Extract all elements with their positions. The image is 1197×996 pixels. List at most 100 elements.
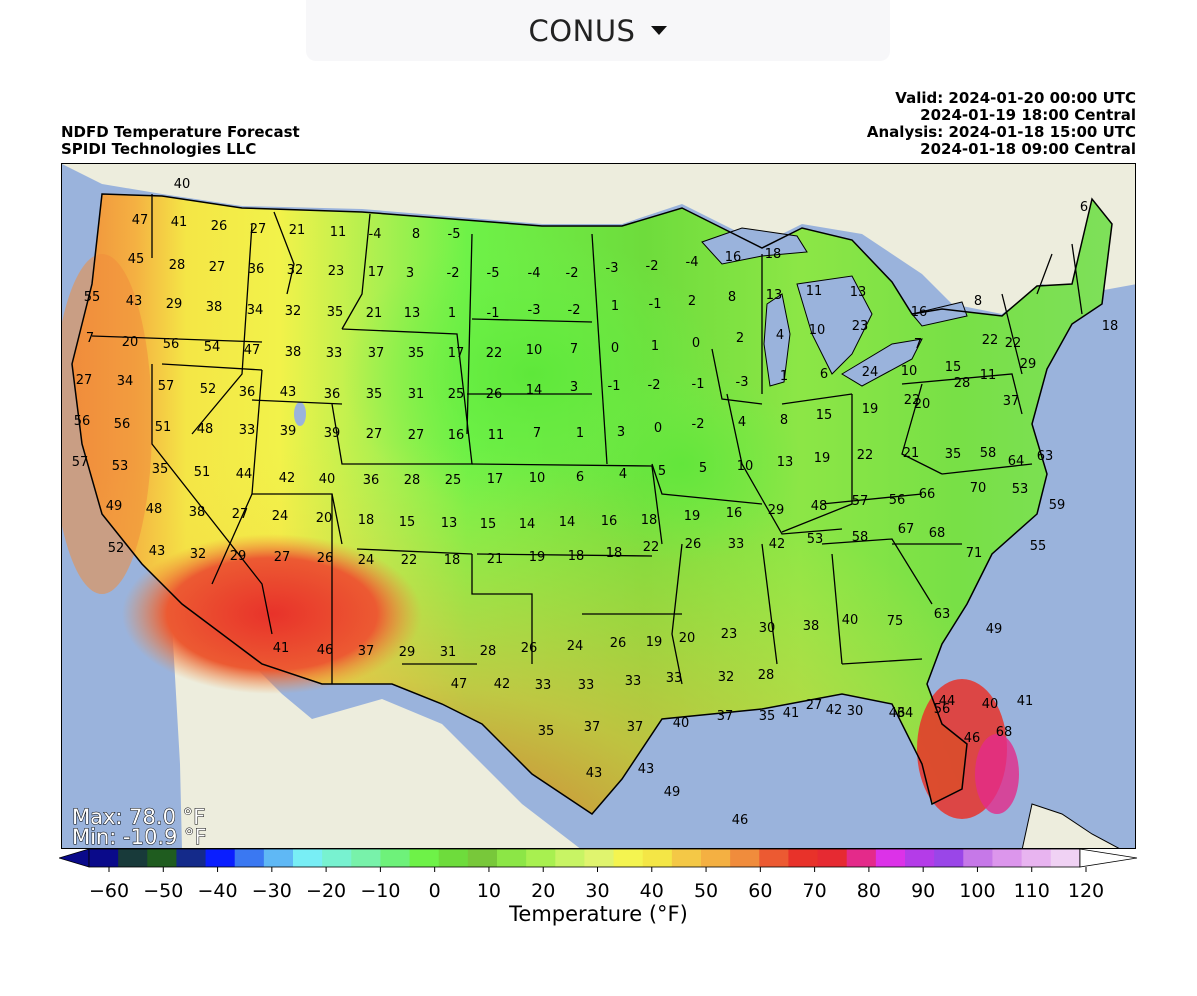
colorbar-tick-label: 90 [911,880,935,901]
max-temp-stat: Max: 78.0 °F [72,805,205,829]
colorbar-tick-label: −10 [360,880,400,901]
temperature-label: 37 [627,720,644,735]
colorbar-swatch [963,849,993,867]
temperature-label: 54 [204,340,221,355]
temperature-label: 16 [911,305,928,320]
temperature-label: 29 [230,549,247,564]
temperature-label: 41 [1017,694,1034,709]
colorbar-swatch [263,849,294,867]
temperature-label: 7 [86,331,94,346]
temperature-label: -2 [447,266,460,281]
forecast-title: NDFD Temperature Forecast SPIDI Technolo… [61,124,300,158]
temperature-label: 27 [232,507,249,522]
temperature-label: 16 [448,428,465,443]
temperature-label: 49 [986,622,1003,637]
temperature-label: 51 [194,465,211,480]
temperature-label: 28 [954,376,971,391]
temperature-label: 29 [399,645,416,660]
temperature-label: 46 [732,813,749,828]
temperature-label: 40 [319,472,336,487]
colorbar-swatch [613,849,644,867]
temperature-label: 2 [688,294,696,309]
temperature-label: 53 [1012,482,1029,497]
temperature-label: 13 [404,306,421,321]
temperature-label: 42 [279,471,296,486]
temperature-label: -4 [528,266,541,281]
temperature-label: 35 [366,387,383,402]
colorbar-swatch [205,849,236,867]
temperature-label: 3 [406,266,414,281]
colorbar-swatch [1021,849,1052,867]
colorbar-swatch [555,849,585,867]
temperature-label: 6 [576,470,584,485]
temperature-label: -5 [448,227,461,242]
temperature-label: 10 [809,323,826,338]
temperature-label: 18 [765,247,782,262]
great-salt-lake [294,402,306,426]
temperature-label: 4 [776,328,784,343]
temperature-label: 3 [617,425,625,440]
colorbar-tick-label: 80 [857,880,881,901]
temperature-label: -5 [487,266,500,281]
temperature-label: 40 [842,613,859,628]
temperature-label: 0 [692,336,700,351]
temperature-label: 47 [132,213,149,228]
temperature-label: 14 [519,517,536,532]
temperature-label: 57 [158,379,175,394]
temperature-label: 53 [112,459,129,474]
caret-down-icon [651,26,668,35]
colorbar-tick-label: 110 [1014,880,1050,901]
colorbar-swatch [584,849,615,867]
temperature-label: 16 [725,250,742,265]
colorbar-title: Temperature (°F) [509,902,688,926]
colorbar-canvas: −60 −50 −40 −30 −20 −10 0 10 20 30 40 50 60 70 80 90 100… [57,848,1138,902]
colorbar-swatch [409,849,440,867]
lake-erie [841,338,923,387]
colorbar-swatch [671,849,702,867]
temperature-label: 44 [939,694,956,709]
temperature-label: 5 [699,461,707,476]
state-borders [91,194,1083,685]
temperature-label: 22 [904,393,921,408]
temperature-label: 32 [285,304,302,319]
temperature-label: 27 [209,260,226,275]
temperature-label: 10 [526,343,543,358]
temperature-label: 11 [488,428,505,443]
colorbar-tick-label: 100 [959,880,995,901]
temperature-label: 19 [814,451,831,466]
temperature-label: 28 [404,473,421,488]
temperature-label: 8 [780,413,788,428]
temperature-label: 28 [169,258,186,273]
temperature-label: 41 [273,641,290,656]
temperature-label: 18 [641,513,658,528]
temperature-label: 27 [806,698,823,713]
temperature-map: 40 47 41 26 27 21 11 -4 8 -5 45 28 27 36 32 23 17 3 -2 -5 -4… [61,163,1136,849]
colorbar-swatch [1050,849,1081,867]
valid-utc: Valid: 2024-01-20 00:00 UTC [895,89,1136,107]
temperature-label: 39 [324,426,341,441]
temperature-label: 1 [611,299,619,314]
temperature-label: 15 [945,360,962,375]
temperature-label: 47 [451,677,468,692]
temperature-label: 22 [401,553,418,568]
temperature-label: 36 [239,385,256,400]
temperature-label: 22 [982,333,999,348]
temperature-label: 51 [155,420,172,435]
temperature-label: 23 [721,627,738,642]
pacific-coast-warm [62,254,152,594]
colorbar-tick-label: −50 [143,880,183,901]
temperature-label: 70 [970,481,987,496]
region-dropdown[interactable]: CONUS [306,0,890,61]
temperature-label: 38 [803,619,820,634]
temperature-label: 26 [685,537,702,552]
temperature-label: 35 [152,462,169,477]
temperature-label: -1 [487,306,500,321]
temperature-label: 23 [328,264,345,279]
temperature-label: 44 [236,467,253,482]
colorbar-tick-label: 50 [694,880,718,901]
temperature-colorbar: −60 −50 −40 −30 −20 −10 0 10 20 30 40 50 60 70 80 90 100… [57,848,1139,905]
temperature-label: 1 [448,306,456,321]
forecast-provider: SPIDI Technologies LLC [61,140,257,158]
temperature-label: -3 [736,375,749,390]
temperature-label: 6 [1080,200,1088,215]
